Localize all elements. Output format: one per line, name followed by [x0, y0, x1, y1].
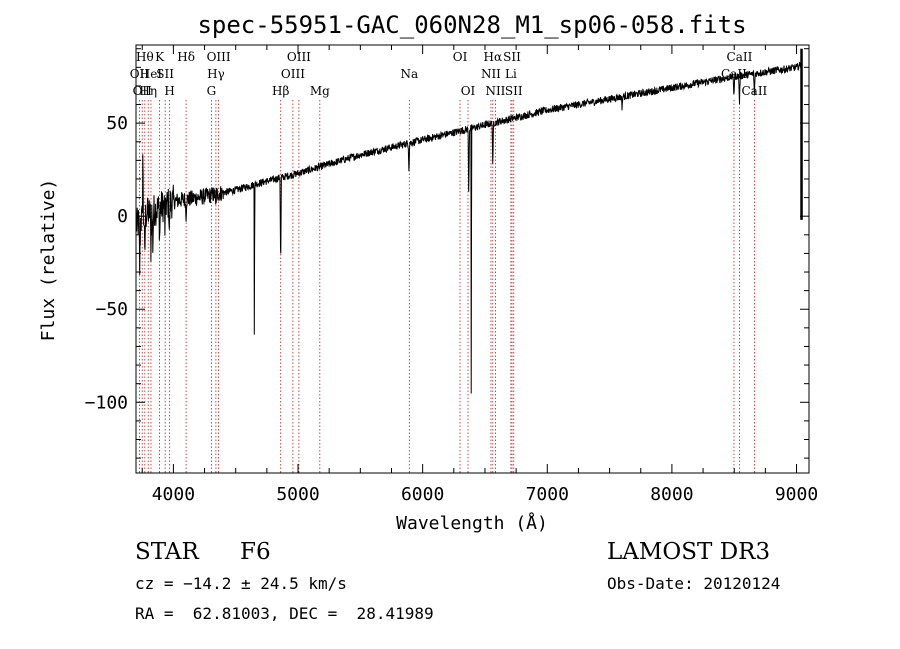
- line-marker-label: OII: [130, 67, 150, 81]
- line-marker-label: SII: [156, 67, 174, 81]
- line-marker-label: Hα: [484, 50, 503, 64]
- line-marker-label: SII: [503, 50, 521, 64]
- x-tick-label: 5000: [276, 484, 319, 505]
- line-marker-label: OI: [461, 84, 476, 98]
- line-marker-label: Hη: [139, 84, 157, 98]
- line-marker-label: K: [155, 50, 165, 64]
- chart-title: spec-55951-GAC_060N28_M1_sp06-058.fits: [197, 11, 746, 39]
- line-marker-label: NII: [485, 84, 505, 98]
- line-marker-label: OI: [453, 50, 468, 64]
- coordinates-line: RA = 62.81003, DEC = 28.41989: [135, 604, 434, 623]
- y-tick-label: 0: [117, 206, 128, 227]
- line-marker-label: G: [207, 84, 217, 98]
- line-marker-label: Hγ: [207, 67, 225, 81]
- line-marker-label: Hβ: [272, 84, 289, 98]
- spectrum-line: [135, 61, 802, 394]
- x-tick-label: 6000: [401, 484, 444, 505]
- survey-name: LAMOST DR3: [607, 539, 771, 565]
- line-label-group: OII OII Hθ Hη HeI K SII H Hδ G Hγ OIII Hβ OIII OIII Mg N…: [130, 50, 768, 98]
- x-tick-label: 4000: [152, 484, 195, 505]
- object-class: STAR: [135, 539, 199, 565]
- axis-ticks: 4000 5000 6000 7000 8000 9000 50 0 −50 −100: [85, 45, 818, 505]
- line-marker-label: NII: [481, 67, 501, 81]
- line-marker-label: Hθ: [136, 50, 154, 64]
- y-tick-label: −100: [85, 392, 128, 413]
- y-tick-label: −50: [95, 299, 128, 320]
- line-marker-label: Mg: [310, 84, 330, 98]
- object-subclass: F6: [240, 539, 271, 565]
- line-marker-label: CaII: [727, 50, 753, 64]
- line-marker-label: HeI: [140, 67, 163, 81]
- x-tick-label: 8000: [650, 484, 693, 505]
- x-axis-label: Wavelength (Å): [396, 512, 548, 534]
- redshift-line: cz = −14.2 ± 24.5 km/s: [135, 574, 347, 593]
- line-marker-label: OII: [133, 84, 153, 98]
- obs-date-line: Obs-Date: 20120124: [607, 574, 781, 593]
- line-marker-group: [138, 100, 755, 473]
- line-marker-label: OIII: [207, 50, 231, 64]
- x-tick-label: 9000: [775, 484, 818, 505]
- x-tick-label: 7000: [526, 484, 569, 505]
- line-marker-label: Li: [505, 67, 517, 81]
- line-marker-label: OIII: [281, 67, 305, 81]
- y-axis-label: Flux (relative): [38, 179, 59, 342]
- line-marker-label: Hδ: [177, 50, 195, 64]
- line-marker-label: SII: [505, 84, 523, 98]
- plot-frame: [135, 44, 810, 474]
- line-marker-label: Na: [400, 67, 418, 81]
- line-marker-label: H: [164, 84, 174, 98]
- y-tick-label: 50: [106, 113, 128, 134]
- line-marker-label: OIII: [287, 50, 311, 64]
